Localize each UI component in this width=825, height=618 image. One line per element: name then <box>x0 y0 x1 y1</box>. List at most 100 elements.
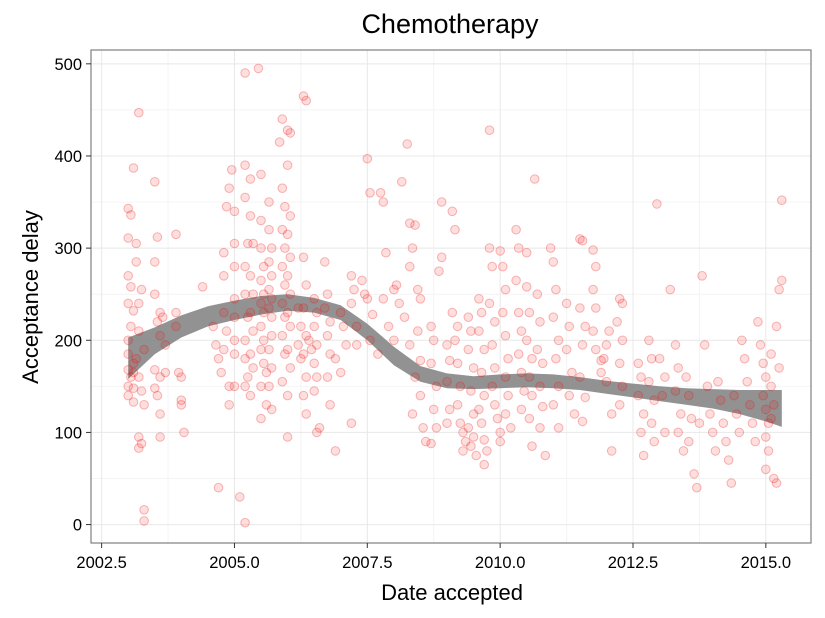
data-point <box>426 321 436 332</box>
data-point <box>322 372 333 382</box>
data-point <box>171 229 181 240</box>
x-tick-label: 2010.0 <box>475 554 525 572</box>
data-point <box>777 275 787 286</box>
data-point <box>476 307 487 318</box>
data-point <box>264 224 274 235</box>
data-point <box>421 436 431 447</box>
data-point <box>673 363 684 373</box>
data-point <box>418 423 428 433</box>
data-point <box>277 298 288 309</box>
data-point <box>280 312 290 323</box>
data-point <box>676 409 686 419</box>
data-point <box>389 335 399 346</box>
data-point <box>312 340 322 350</box>
data-point <box>123 349 133 359</box>
data-point <box>150 177 160 187</box>
data-point <box>256 381 266 392</box>
data-point <box>264 257 274 267</box>
data-point <box>131 353 141 364</box>
data-point <box>325 349 335 359</box>
data-point <box>256 215 266 226</box>
data-point <box>492 413 503 424</box>
y-tick-label: 500 <box>54 56 82 74</box>
data-point <box>245 349 256 359</box>
data-point <box>126 321 136 332</box>
data-point <box>136 438 147 449</box>
data-point <box>208 321 218 332</box>
data-point <box>614 400 625 410</box>
data-point <box>545 243 556 253</box>
data-point <box>277 261 288 272</box>
data-point <box>351 340 362 350</box>
data-point <box>296 353 306 364</box>
data-point <box>444 355 455 366</box>
data-point <box>684 436 694 447</box>
data-point <box>309 321 320 332</box>
data-point <box>577 416 588 427</box>
data-point <box>513 307 524 318</box>
data-point <box>761 372 771 382</box>
data-point <box>160 340 171 350</box>
data-point <box>277 114 288 124</box>
data-point <box>155 330 165 341</box>
data-point <box>617 298 628 309</box>
data-point <box>261 400 272 410</box>
data-point <box>136 284 147 295</box>
data-point <box>248 326 258 336</box>
data-point <box>694 418 705 429</box>
data-point <box>282 307 293 318</box>
data-point <box>126 372 136 382</box>
data-point <box>649 436 660 447</box>
data-point <box>503 353 513 364</box>
data-point <box>155 372 165 382</box>
data-point <box>150 365 160 375</box>
data-point <box>312 427 322 438</box>
data-point <box>553 335 564 346</box>
data-point <box>686 413 697 424</box>
data-point <box>280 349 290 359</box>
data-point <box>338 321 349 332</box>
data-point <box>179 427 189 438</box>
data-point <box>498 307 508 318</box>
data-point <box>277 330 288 341</box>
data-point <box>450 335 460 346</box>
data-point <box>479 344 490 355</box>
data-point <box>219 307 229 318</box>
data-point <box>633 390 644 401</box>
data-point <box>535 381 545 392</box>
data-point <box>277 183 288 193</box>
data-point <box>452 358 463 369</box>
data-point <box>136 386 147 396</box>
data-point <box>320 303 330 313</box>
data-point <box>500 409 511 419</box>
data-point <box>532 344 543 355</box>
data-point <box>301 409 312 419</box>
data-point <box>296 321 306 332</box>
data-point <box>229 335 240 346</box>
data-point <box>346 298 357 309</box>
data-point <box>466 386 476 396</box>
data-point <box>362 153 373 164</box>
data-point <box>312 307 322 318</box>
data-point <box>548 257 559 267</box>
data-point <box>335 307 346 318</box>
data-point <box>229 238 240 249</box>
data-point <box>665 284 676 295</box>
data-point <box>758 390 769 401</box>
data-point <box>171 307 181 318</box>
data-point <box>256 243 266 253</box>
data-point <box>527 441 537 452</box>
data-point <box>553 423 564 433</box>
data-point <box>466 441 476 452</box>
data-point <box>171 321 181 332</box>
data-point <box>769 400 779 410</box>
data-point <box>298 390 309 401</box>
data-point <box>213 482 224 493</box>
data-point <box>264 303 274 313</box>
data-point <box>726 478 737 488</box>
data-point <box>468 363 479 373</box>
data-point <box>248 363 258 373</box>
data-point <box>511 224 521 235</box>
data-point <box>471 450 482 461</box>
data-point <box>527 353 537 364</box>
